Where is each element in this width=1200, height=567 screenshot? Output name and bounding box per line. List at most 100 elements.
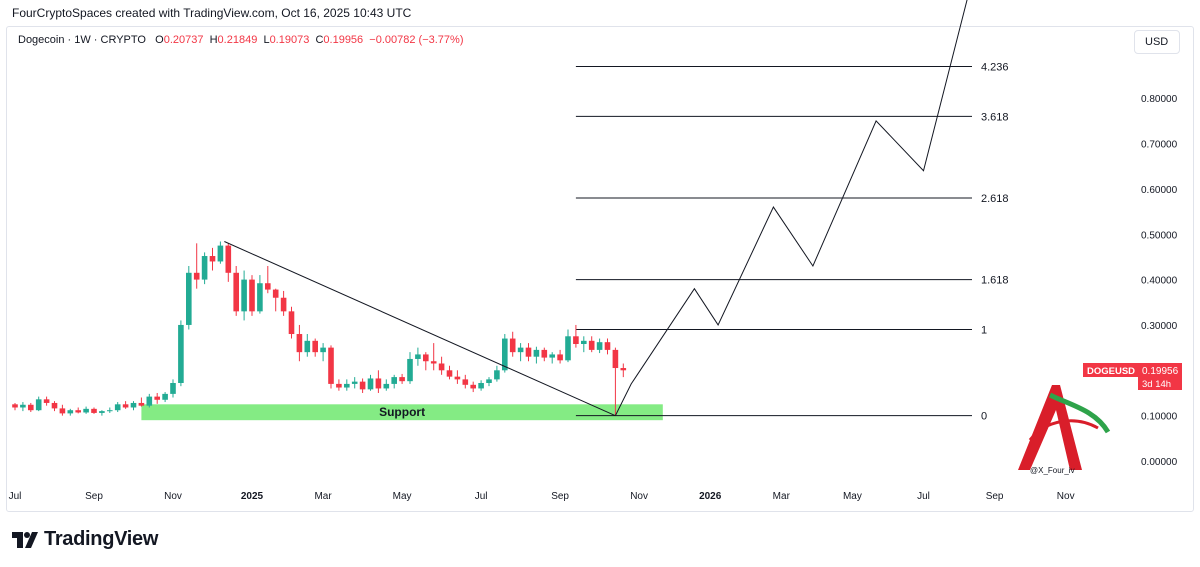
change-value: −0.00782 (−3.77%) (369, 34, 464, 46)
watermark-red-swoosh (1028, 419, 1099, 441)
price-axis[interactable]: 0.80000 0.70000 0.60000 0.50000 0.40000 0.300… (1141, 94, 1178, 468)
candle-body (28, 404, 34, 411)
time-axis-label: 2026 (699, 491, 722, 502)
price-tag-symbol: DOGEUSD (1087, 366, 1135, 377)
fib-label: 1 (981, 324, 987, 336)
candle-body (20, 404, 26, 408)
price-axis-label: 0.30000 (1141, 321, 1178, 332)
price-tag-box (1083, 363, 1182, 377)
candle-body (83, 408, 89, 413)
time-axis-label: Jul (475, 491, 488, 502)
time-axis[interactable]: Jul Sep Nov 2025 Mar May Jul Sep Nov 2026 Mar May Ju… (9, 491, 1075, 502)
candle-body (486, 379, 492, 383)
close-label: C (315, 34, 324, 46)
support-zone: Support (141, 404, 663, 421)
downtrend-line (224, 241, 616, 417)
high-value: 0.21849 (217, 34, 258, 46)
candle-body (67, 410, 74, 414)
candle-body (43, 399, 50, 403)
candle-body (257, 283, 263, 312)
candle-body (612, 349, 619, 369)
candles (12, 241, 627, 416)
time-axis-label: 2025 (241, 491, 264, 502)
price-axis-label: 0.60000 (1141, 185, 1178, 196)
candle-body (478, 382, 484, 389)
candle-body (130, 402, 137, 408)
candle-body (225, 245, 232, 273)
candle-body (288, 311, 295, 335)
countdown-box (1138, 377, 1182, 390)
candle-body (541, 349, 548, 358)
candle-body (470, 384, 476, 389)
candle-body (596, 342, 603, 350)
candle-body (509, 338, 516, 353)
time-axis-label: Jul (917, 491, 930, 502)
open-label: O (155, 34, 164, 46)
candle-body (122, 404, 129, 408)
time-axis-label: Mar (314, 491, 332, 502)
candle-body (296, 334, 303, 353)
candle-body (375, 378, 382, 389)
time-axis-label: Jul (9, 491, 22, 502)
open-value: 0.20737 (163, 34, 204, 46)
candle-body (233, 272, 239, 312)
candle-body (320, 347, 326, 353)
high-label: H (209, 34, 218, 46)
symbol-label[interactable]: Dogecoin · 1W · CRYPTO (18, 34, 146, 46)
candle-body (272, 289, 279, 298)
candle-body (399, 377, 405, 382)
candle-body (351, 381, 358, 384)
price-axis-label: 0.80000 (1141, 94, 1178, 105)
candle-body (336, 383, 342, 388)
candle-body (407, 358, 413, 382)
ohlc-legend: Dogecoin · 1W · CRYPTO O0.20737 H0.21849… (18, 34, 463, 46)
candle-body (99, 411, 105, 413)
time-axis-label: Sep (986, 491, 1004, 502)
candle-body (620, 368, 627, 371)
candle-body (249, 279, 255, 312)
fib-label: 2.618 (981, 193, 1009, 205)
candle-body (91, 408, 97, 413)
tradingview-logo[interactable]: TradingView (12, 528, 158, 551)
candle-body (138, 402, 145, 406)
time-axis-label: Mar (773, 491, 791, 502)
candle-body (438, 363, 445, 371)
close-value: 0.19956 (323, 34, 364, 46)
candle-body (146, 396, 153, 406)
candle-body (454, 376, 461, 380)
candle-body (359, 381, 366, 390)
candle-body (304, 340, 311, 353)
candle-body (154, 396, 160, 400)
time-axis-label: Nov (1057, 491, 1075, 502)
projection-path (614, 0, 968, 416)
tradingview-logo-icon (12, 531, 38, 548)
candle-body (588, 340, 595, 350)
candle-body (241, 279, 247, 312)
candle-body (265, 283, 271, 290)
fib-label: 4.236 (981, 61, 1009, 73)
chart-caption: FourCryptoSpaces created with TradingVie… (12, 6, 412, 20)
candle-body (201, 256, 208, 280)
candle-body (517, 347, 524, 353)
candle-body (35, 399, 42, 411)
time-axis-label: Nov (164, 491, 182, 502)
price-tag-countdown: 3d 14h (1142, 379, 1171, 390)
candle-body (502, 338, 508, 371)
fib-label: 0 (981, 411, 987, 423)
candle-body (209, 256, 216, 262)
time-axis-label: May (393, 491, 412, 502)
fib-levels: 0 1 1.618 2.618 3.618 4.236 (575, 61, 1009, 423)
support-label: Support (379, 405, 425, 419)
low-label: L (263, 34, 270, 46)
low-value: 0.19073 (269, 34, 310, 46)
currency-button[interactable]: USD (1134, 30, 1180, 54)
candle-body (107, 410, 113, 412)
candle-body (462, 379, 469, 385)
candle-body (12, 404, 18, 408)
candle-body (367, 378, 374, 390)
price-axis-label: 0.10000 (1141, 412, 1178, 423)
candle-body (186, 272, 192, 325)
watermark-logo: @X_Four_iv (1018, 385, 1111, 475)
price-axis-label: 0.40000 (1141, 276, 1178, 287)
